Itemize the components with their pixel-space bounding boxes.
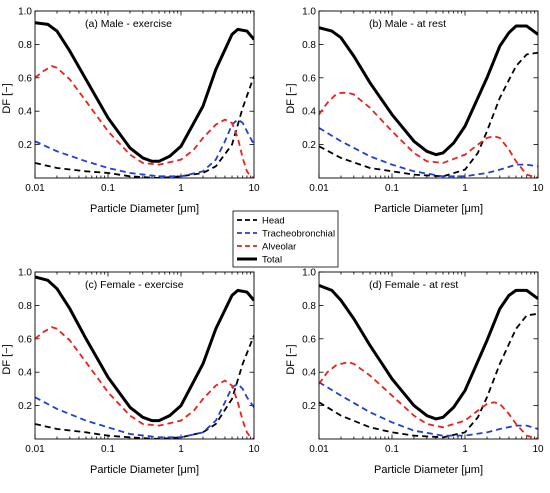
y-tick-label: 1.0 xyxy=(302,268,316,279)
y-tick-label: 1.0 xyxy=(18,268,32,279)
panel-title: (a) Male - exercise xyxy=(85,18,172,30)
panel-title: (d) Female - at rest xyxy=(369,279,458,291)
y-tick-label: 0.4 xyxy=(18,107,32,118)
y-tick-label: 0.2 xyxy=(18,140,32,151)
x-tick-label: 1 xyxy=(462,444,468,455)
x-tick-label: 10 xyxy=(248,444,260,455)
x-tick-label: 0.01 xyxy=(309,444,329,455)
x-tick-label: 0.1 xyxy=(101,183,115,194)
y-axis-label: DF [−] xyxy=(285,83,297,113)
series-total-line xyxy=(319,24,538,157)
y-tick-label: 0.2 xyxy=(302,401,316,412)
y-tick-label: 0.2 xyxy=(302,140,316,151)
plot-frame xyxy=(318,271,539,440)
x-tick-label: 1 xyxy=(462,183,468,194)
x-axis-label: Particle Diameter [μm] xyxy=(374,203,483,215)
legend-label-head: Head xyxy=(262,216,285,227)
panel-a: 0.01 0.1 1 10 0.2 0.4 0.6 0.8 1.0 (a) Male - exer… xyxy=(1,7,260,216)
x-tick-label: 1 xyxy=(178,444,184,455)
y-tick-label: 0.2 xyxy=(18,401,32,412)
x-tick-label: 0.1 xyxy=(385,183,399,194)
y-tick-label: 0.8 xyxy=(18,40,32,51)
x-tick-label: 0.01 xyxy=(309,183,329,194)
series-tb-line xyxy=(35,382,254,439)
series-total-line xyxy=(319,283,538,421)
x-tick-label: 0.1 xyxy=(101,444,115,455)
series-alv-line xyxy=(35,326,254,439)
legend: Head Tracheobronchial Alveolar Total xyxy=(232,210,339,268)
x-tick-label: 0.01 xyxy=(25,183,45,194)
y-tick-label: 0.8 xyxy=(18,301,32,312)
series-alv-line xyxy=(35,65,254,178)
series-head-line xyxy=(35,335,254,439)
series-tb-line xyxy=(319,127,538,178)
x-tick-label: 10 xyxy=(248,183,260,194)
x-axis-label: Particle Diameter [μm] xyxy=(90,464,199,476)
panel-c: 0.01 0.1 1 10 0.2 0.4 0.6 0.8 1.0 (c) Female - ex… xyxy=(1,268,260,477)
plot-frame xyxy=(34,271,255,440)
x-tick-label: 10 xyxy=(532,183,544,194)
x-axis-label: Particle Diameter [μm] xyxy=(90,203,199,215)
y-tick-label: 0.6 xyxy=(302,73,316,84)
y-tick-label: 0.8 xyxy=(302,40,316,51)
y-axis-label: DF [−] xyxy=(1,83,13,113)
y-tick-label: 0.4 xyxy=(302,107,316,118)
x-tick-label: 0.1 xyxy=(385,444,399,455)
y-tick-label: 0.4 xyxy=(302,368,316,379)
y-tick-label: 0.6 xyxy=(18,73,32,84)
panel-d: 0.01 0.1 1 10 0.2 0.4 0.6 0.8 1.0 (d) Female - at… xyxy=(285,268,544,477)
y-tick-label: 0.6 xyxy=(302,334,316,345)
series-head-line xyxy=(35,75,254,178)
series-tb-line xyxy=(319,381,538,437)
x-tick-label: 0.01 xyxy=(25,444,45,455)
series-tb-line xyxy=(35,118,254,178)
series-alv-line xyxy=(319,361,538,439)
plot-frame xyxy=(34,10,255,179)
plot-frame xyxy=(318,10,539,179)
x-tick-label: 1 xyxy=(178,183,184,194)
series-total-line xyxy=(35,21,254,163)
y-tick-label: 0.6 xyxy=(18,334,32,345)
legend-label-alv: Alveolar xyxy=(262,242,296,253)
legend-label-tb: Tracheobronchial xyxy=(262,229,335,240)
y-tick-label: 0.4 xyxy=(18,368,32,379)
y-tick-label: 1.0 xyxy=(302,7,316,18)
series-alv-line xyxy=(319,91,538,178)
x-tick-label: 10 xyxy=(532,444,544,455)
panel-title: (c) Female - exercise xyxy=(85,279,184,291)
y-axis-label: DF [−] xyxy=(285,344,297,374)
y-axis-label: DF [−] xyxy=(1,344,13,374)
series-head-line xyxy=(319,51,538,178)
x-axis-label: Particle Diameter [μm] xyxy=(374,464,483,476)
panel-b: 0.01 0.1 1 10 0.2 0.4 0.6 0.8 1.0 (b) Male - at r… xyxy=(285,7,544,216)
y-tick-label: 0.8 xyxy=(302,301,316,312)
y-tick-label: 1.0 xyxy=(18,7,32,18)
series-head-line xyxy=(319,312,538,439)
series-total-line xyxy=(35,275,254,423)
legend-label-total: Total xyxy=(262,255,282,266)
panel-title: (b) Male - at rest xyxy=(369,18,446,30)
